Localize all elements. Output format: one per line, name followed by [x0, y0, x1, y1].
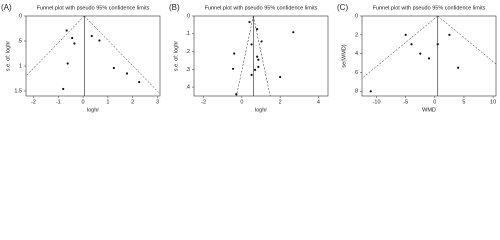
study-point — [231, 67, 235, 70]
x-tick-label: 3 — [156, 99, 159, 105]
x-axis-label: WMD — [422, 107, 436, 113]
study-point — [248, 20, 251, 24]
x-tick-label: -1 — [56, 99, 61, 105]
x-tick-label: 2 — [279, 99, 282, 105]
study-point — [253, 68, 257, 71]
x-tick-label: -2 — [201, 99, 206, 105]
study-point — [250, 73, 253, 76]
y-tick-label: .3 — [185, 67, 190, 73]
study-point — [138, 80, 141, 84]
study-point — [65, 29, 68, 32]
y-tick-label: 1 — [19, 63, 22, 69]
x-axis-label: loghr — [255, 107, 267, 113]
y-tick-label: .4 — [185, 85, 190, 91]
confidence-limit — [253, 15, 271, 97]
y-tick-label: 0 — [19, 13, 22, 19]
chart-title: Funnel plot with pseudo 95% confidence l… — [373, 5, 486, 11]
x-tick-label: 0 — [240, 99, 243, 105]
study-point — [250, 43, 253, 46]
x-tick-label: 0 — [433, 99, 436, 105]
y-axis-label: s.e. of: loghr — [5, 41, 11, 71]
chart-title: Funnel plot with pseudo 95% confidence l… — [205, 5, 318, 11]
y-axis-label: s.e. of: loghr — [173, 41, 179, 71]
y-tick-label: 0 — [187, 13, 190, 19]
plot-area — [193, 15, 329, 97]
y-tick-label: 6 — [355, 70, 358, 76]
study-point — [369, 90, 372, 93]
study-point — [457, 66, 460, 69]
plot-area — [25, 15, 161, 97]
study-point — [98, 39, 101, 42]
study-point — [90, 34, 93, 38]
study-point — [256, 55, 259, 58]
study-point — [419, 52, 422, 55]
x-tick-label: 10 — [490, 99, 496, 105]
figure: (A) Funnel plot with pseudo 95% confidenc… — [1, 3, 497, 113]
x-axis-label: loghr — [87, 107, 99, 113]
study-point — [279, 75, 282, 79]
chart-title: Funnel plot with pseudo 95% confidence l… — [37, 5, 150, 11]
confidence-limit — [437, 15, 497, 65]
study-point — [235, 93, 238, 96]
x-tick-label: -5 — [403, 99, 408, 105]
study-point — [427, 57, 431, 60]
study-point — [71, 36, 74, 40]
study-point — [292, 31, 295, 34]
study-point — [233, 52, 236, 55]
plot-area — [361, 15, 497, 97]
study-point — [260, 40, 263, 43]
study-point — [436, 43, 439, 46]
y-tick-label: 4 — [355, 51, 358, 57]
study-point — [257, 65, 260, 68]
x-tick-label: -10 — [373, 99, 381, 105]
x-tick-label: 5 — [462, 99, 465, 105]
y-tick-label: .5 — [17, 38, 22, 44]
study-point — [257, 58, 260, 61]
y-axis-label: se(WMD) — [341, 44, 347, 67]
study-point — [62, 87, 65, 91]
study-point — [448, 33, 451, 36]
y-tick-label: 2 — [355, 32, 358, 38]
study-point — [404, 33, 407, 36]
y-tick-label: 1.5 — [14, 88, 22, 94]
confidence-limit — [361, 15, 438, 79]
x-tick-label: 0 — [82, 99, 85, 105]
y-tick-label: .2 — [185, 49, 190, 55]
study-point — [66, 62, 69, 65]
x-tick-label: 4 — [317, 99, 320, 105]
panel-label: (B) — [169, 3, 180, 12]
panel-label: (C) — [337, 3, 348, 12]
y-tick-label: .1 — [185, 31, 190, 37]
confidence-limit — [84, 15, 161, 94]
y-tick-label: 0 — [355, 13, 358, 19]
study-point — [256, 28, 259, 31]
study-point — [73, 42, 76, 45]
confidence-limit — [236, 15, 254, 97]
x-tick-label: -2 — [31, 99, 36, 105]
y-tick-label: 8 — [355, 89, 358, 95]
study-point — [112, 66, 115, 70]
panel-label: (A) — [1, 3, 12, 12]
study-point — [410, 43, 413, 46]
x-tick-label: 1 — [106, 99, 109, 105]
study-point — [125, 72, 129, 75]
x-tick-label: 2 — [131, 99, 134, 105]
confidence-limit — [25, 15, 85, 77]
